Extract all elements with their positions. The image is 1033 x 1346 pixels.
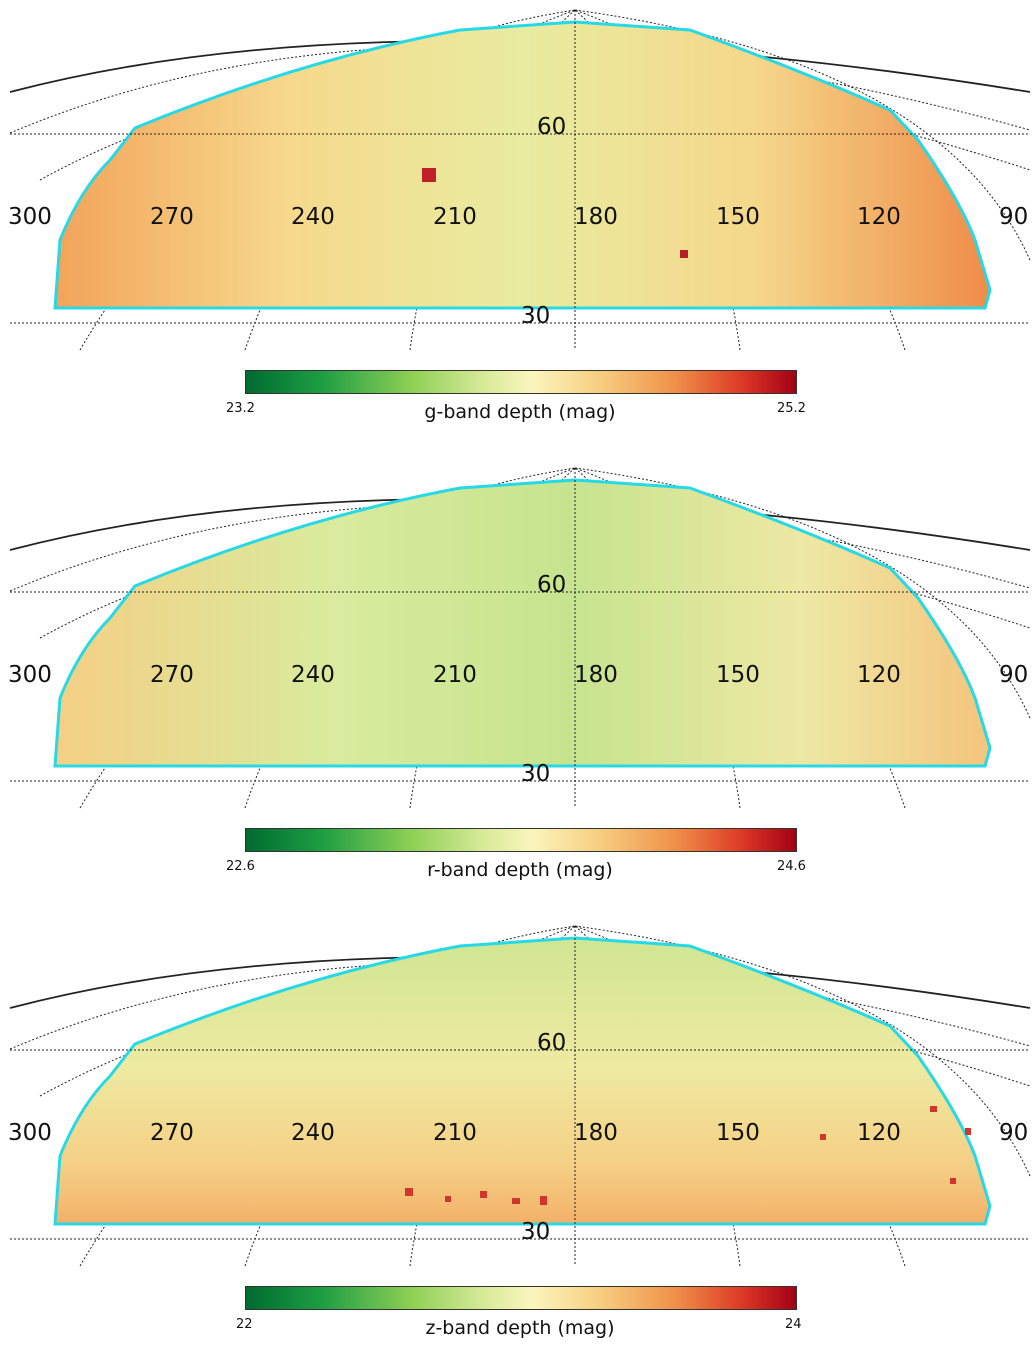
ra-labels-g: 300 270 240 210 180 150 120 90 [8, 204, 1028, 230]
ra-label-240: 240 [291, 1120, 335, 1146]
ra-label-180: 180 [574, 662, 618, 688]
graticule-lines [10, 926, 1030, 1266]
dec-label-60: 60 [537, 114, 566, 140]
colorbar-label-g: g-band depth (mag) [424, 401, 616, 423]
panel-z: 300 270 240 210 180 150 120 90 60 30 22 … [0, 916, 1033, 1346]
ra-label-120: 120 [857, 1120, 901, 1146]
dec-label-30: 30 [521, 761, 550, 787]
colorbar-z [245, 1286, 797, 1310]
dec-label-30: 30 [521, 303, 550, 329]
sky-map-z: 300 270 240 210 180 150 120 90 60 30 [8, 925, 1031, 1267]
ra-label-150: 150 [716, 1120, 760, 1146]
ra-label-90: 90 [999, 204, 1028, 230]
sky-map-g: 300 270 240 210 180 150 120 90 60 30 [8, 9, 1031, 351]
panel-r: 300 270 240 210 180 150 120 90 60 30 22.… [0, 458, 1033, 888]
colorbar-g [245, 370, 797, 394]
ra-label-300: 300 [8, 204, 52, 230]
ra-label-300: 300 [8, 662, 52, 688]
colorbar-r [245, 828, 797, 852]
colorbar-max-z: 24 [785, 1317, 802, 1332]
ra-label-270: 270 [150, 204, 194, 230]
ra-label-120: 120 [857, 662, 901, 688]
ra-label-300: 300 [8, 1120, 52, 1146]
colorbar-label-r: r-band depth (mag) [427, 859, 613, 881]
panel-g: 300 270 240 210 180 150 120 90 60 30 23.… [0, 0, 1033, 430]
dec-label-60: 60 [537, 572, 566, 598]
ra-label-90: 90 [999, 662, 1028, 688]
ra-label-120: 120 [857, 204, 901, 230]
ra-label-270: 270 [150, 662, 194, 688]
dec-label-30: 30 [521, 1219, 550, 1245]
ra-label-270: 270 [150, 1120, 194, 1146]
ra-label-180: 180 [574, 1120, 618, 1146]
dec-labels-z: 60 30 [521, 1030, 566, 1245]
ra-label-240: 240 [291, 662, 335, 688]
ra-label-90: 90 [999, 1120, 1028, 1146]
ra-labels-r: 300 270 240 210 180 150 120 90 [8, 662, 1028, 688]
graticule-lines [10, 10, 1030, 350]
ra-label-210: 210 [433, 662, 477, 688]
dec-label-60: 60 [537, 1030, 566, 1056]
sky-map-r: 300 270 240 210 180 150 120 90 60 30 [8, 467, 1031, 809]
ra-label-210: 210 [433, 204, 477, 230]
ra-label-150: 150 [716, 662, 760, 688]
footprint-r [53, 478, 992, 768]
dec-labels-g: 60 30 [521, 114, 566, 329]
colorbar-min-z: 22 [236, 1317, 253, 1332]
ra-labels-z: 300 270 240 210 180 150 120 90 [8, 1120, 1028, 1146]
colorbar-label-z: z-band depth (mag) [425, 1317, 615, 1339]
graticule-lines [10, 468, 1030, 808]
ra-label-150: 150 [716, 204, 760, 230]
colorbar-max-g: 25.2 [777, 401, 806, 416]
footprint-g [53, 20, 992, 310]
ra-label-210: 210 [433, 1120, 477, 1146]
ra-label-240: 240 [291, 204, 335, 230]
footprint-z [53, 936, 992, 1226]
dec-labels-r: 60 30 [521, 572, 566, 787]
ra-label-180: 180 [574, 204, 618, 230]
colorbar-min-r: 22.6 [226, 859, 255, 874]
colorbar-max-r: 24.6 [777, 859, 806, 874]
colorbar-min-g: 23.2 [226, 401, 255, 416]
